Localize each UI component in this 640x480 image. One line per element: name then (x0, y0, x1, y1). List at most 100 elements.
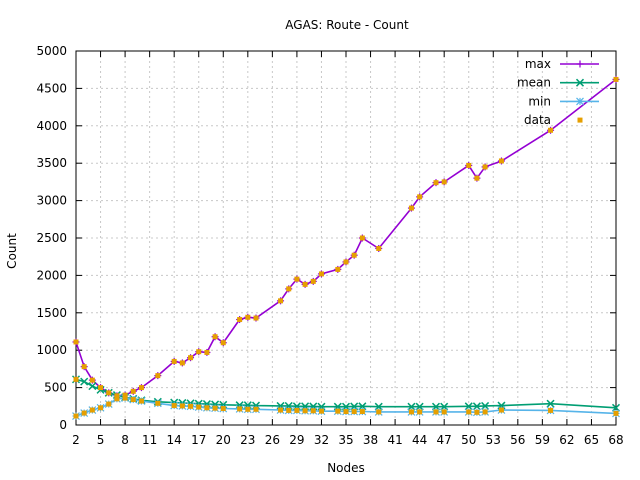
point-data (114, 393, 120, 399)
point-data (294, 276, 300, 282)
point-data (220, 340, 226, 346)
y-tick-label: 0 (59, 418, 67, 432)
point-data (286, 407, 292, 413)
point-data (98, 385, 104, 391)
point-mean (481, 401, 490, 410)
x-tick-label: 23 (240, 433, 255, 447)
point-mean (88, 382, 97, 391)
point-data (548, 407, 554, 413)
point-data (196, 404, 202, 410)
point-data (106, 401, 112, 407)
point-data (278, 407, 284, 413)
point-data (441, 179, 447, 185)
point-data (474, 175, 480, 181)
point-data (155, 400, 161, 406)
point-data (482, 409, 488, 415)
x-tick-label: 50 (461, 433, 476, 447)
point-data (466, 162, 472, 168)
point-data (179, 403, 185, 409)
x-tick-label: 8 (121, 433, 129, 447)
point-data (286, 286, 292, 292)
point-data (302, 281, 308, 287)
x-tick-label: 26 (265, 433, 280, 447)
x-tick-label: 38 (363, 433, 378, 447)
y-tick-label: 1000 (36, 343, 67, 357)
y-tick-label: 4000 (36, 119, 67, 133)
point-data (482, 164, 488, 170)
point-data (351, 252, 357, 258)
point-data (359, 409, 365, 415)
plot-frame (75, 50, 617, 426)
point-data (408, 409, 414, 415)
x-tick-label: 29 (289, 433, 304, 447)
y-tick-label: 4500 (36, 81, 67, 95)
point-data (98, 405, 104, 411)
legend-label: mean (517, 76, 551, 90)
x-tick-label: 41 (387, 433, 402, 447)
point-data (245, 406, 251, 412)
point-data (188, 355, 194, 361)
x-tick-label: 65 (584, 433, 599, 447)
point-data (376, 409, 382, 415)
point-data (188, 403, 194, 409)
point-data (171, 358, 177, 364)
legend: max mean min data (517, 57, 599, 127)
point-data (498, 158, 504, 164)
point-data (122, 395, 128, 401)
legend-marker (576, 97, 584, 106)
x-tick-label: 53 (486, 433, 501, 447)
point-data (237, 317, 243, 323)
point-data (73, 339, 79, 345)
series (71, 75, 621, 420)
point-data (433, 409, 439, 415)
legend-marker (576, 60, 584, 68)
point-data (433, 180, 439, 186)
x-tick-label: 32 (314, 433, 329, 447)
legend-item-mean: mean (517, 76, 599, 90)
point-data (245, 314, 251, 320)
x-axis-label: Nodes (327, 461, 365, 475)
y-tick-label: 1500 (36, 306, 67, 320)
point-data (138, 385, 144, 391)
point-mean (611, 403, 621, 412)
x-tick-label: 35 (338, 433, 353, 447)
point-data (310, 278, 316, 284)
point-data (237, 406, 243, 412)
x-tick-label: 59 (535, 433, 550, 447)
legend-item-data: data (524, 113, 583, 127)
point-data (613, 76, 619, 82)
x-tick-label: 56 (510, 433, 525, 447)
point-data (417, 409, 423, 415)
series-data (73, 76, 619, 419)
y-tick-label: 5000 (36, 44, 67, 58)
y-tick-label: 2500 (36, 231, 67, 245)
axes: 2 5 8 11 14 17 20 23 26 29 32 35 38 41 44 47 50 53 56 59 62 6… (36, 44, 623, 447)
y-tick-label: 3000 (36, 194, 67, 208)
point-data (359, 235, 365, 241)
point-data (548, 127, 554, 133)
point-data (294, 407, 300, 413)
x-tick-label: 2 (72, 433, 80, 447)
point-data (613, 410, 619, 416)
legend-label: min (528, 94, 551, 108)
point-data (81, 410, 87, 416)
point-data (122, 392, 128, 398)
point-data (474, 409, 480, 415)
point-data (302, 408, 308, 414)
x-tick-label: 62 (559, 433, 574, 447)
chart-title: AGAS: Route - Count (285, 18, 409, 32)
point-mean (80, 377, 89, 386)
x-tick-label: 47 (437, 433, 452, 447)
point-data (318, 271, 324, 277)
point-data (179, 360, 185, 366)
point-data (81, 364, 87, 370)
x-tick-label: 20 (216, 433, 231, 447)
x-tick-label: 68 (608, 433, 623, 447)
point-data (335, 408, 341, 414)
point-data (89, 407, 95, 413)
x-tick-label: 17 (191, 433, 206, 447)
point-data (351, 409, 357, 415)
point-data (130, 388, 136, 394)
point-mean (464, 402, 473, 411)
